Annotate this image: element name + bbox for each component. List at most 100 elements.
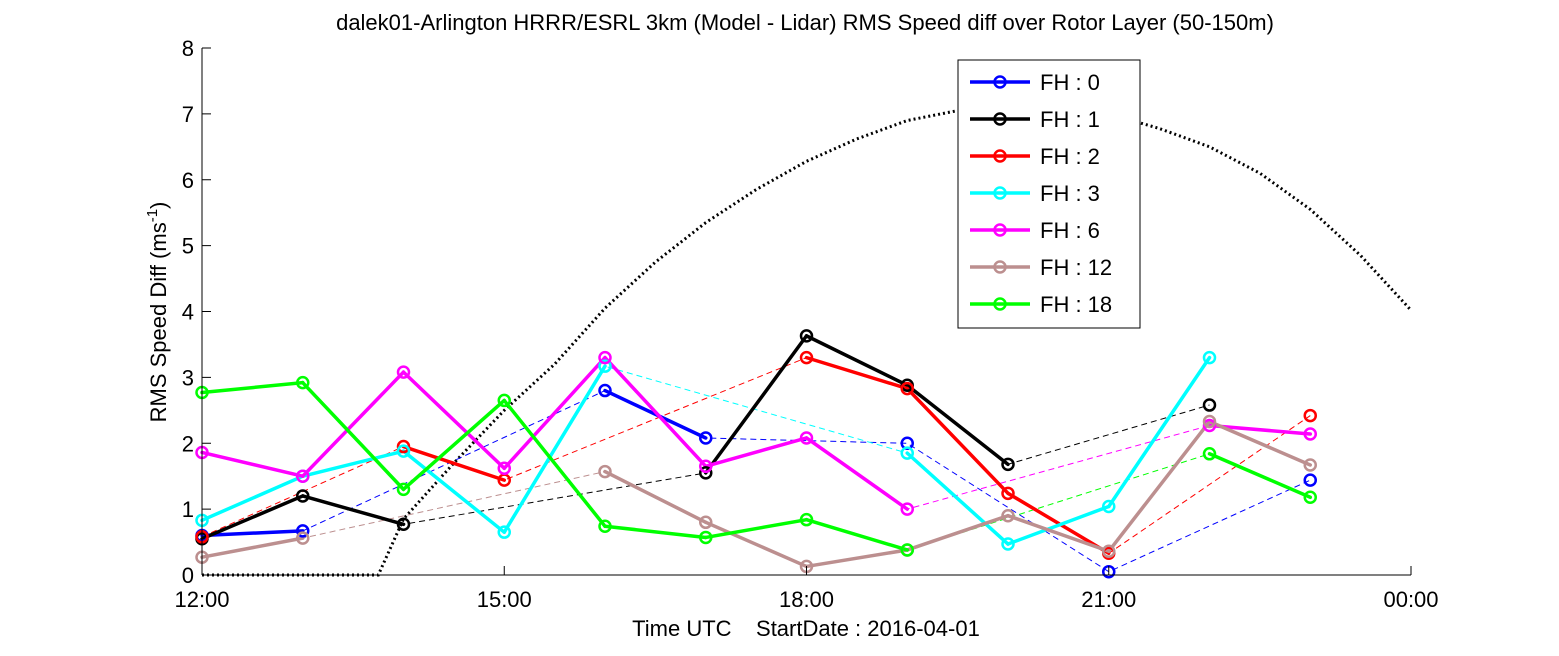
series-fh-6-point [296, 469, 310, 483]
series-fh-6-segment [301, 370, 406, 478]
x-tick-label: 12:00 [174, 587, 229, 612]
x-tick-label: 15:00 [477, 587, 532, 612]
series-fh-0-point [598, 383, 612, 398]
series-fh-2-point [799, 350, 814, 365]
legend-swatch-marker [993, 223, 1007, 237]
legend-entry-label: FH : 1 [1040, 107, 1100, 132]
series-fh-3-point [1102, 499, 1116, 514]
series-fh-6-segment [804, 436, 909, 511]
series-fh-12-point [296, 531, 310, 545]
series-fh-12-point [1001, 508, 1015, 523]
series-fh-18-point [900, 543, 914, 557]
series-fh-18-segment [301, 380, 406, 492]
series-fh-6-point [598, 350, 612, 365]
series-fh-6-point [699, 459, 713, 474]
legend-swatch-marker [993, 75, 1007, 89]
series-fh-0-point [1303, 473, 1317, 487]
series-fh-1-point [799, 329, 814, 343]
series-fh-2-point [1303, 408, 1317, 423]
series-fh-6-point [1303, 427, 1317, 441]
chart-title: dalek01-Arlington HRRR/ESRL 3km (Model -… [336, 10, 1274, 35]
y-tick-labels: 0 1 2 3 4 5 6 7 8 [182, 36, 194, 588]
series-fh-12-point [699, 515, 713, 530]
y-tick-label: 3 [182, 365, 194, 390]
series-fh-18-point [497, 393, 511, 408]
series-fh-3-segment [301, 449, 406, 478]
series-fh-1-segment [301, 494, 406, 527]
series-fh-18-point [799, 512, 814, 527]
series-fh-2-point [900, 381, 914, 396]
series-fh-0-segment [200, 529, 305, 538]
series-fh-18-segment [704, 517, 809, 540]
series-fh-3-point [396, 444, 411, 458]
legend-swatch-marker [993, 297, 1007, 311]
legend-entry-label: FH : 6 [1040, 218, 1100, 243]
x-tick-labels: 12:00 15:00 18:00 21:00 00:00 [174, 587, 1438, 612]
series-fh-6-segment [603, 355, 708, 469]
series-fh-1-point [296, 489, 310, 503]
series-fh-18-point [1303, 490, 1317, 505]
series-fh-2-segment [1006, 491, 1111, 556]
y-tick-label: 1 [182, 497, 194, 522]
legend-entry-label: FH : 12 [1040, 255, 1112, 280]
data-markers [195, 329, 1317, 579]
series-fh-18-point [396, 482, 411, 497]
y-tick-label: 2 [182, 431, 194, 456]
series-fh-0-point [699, 431, 713, 445]
series-fh-1-segment [905, 383, 1010, 467]
series-fh-12-point [1202, 414, 1217, 429]
series-fh-1-point [396, 517, 411, 532]
series-fh-1-segment [804, 334, 909, 388]
series-fh-18-point [296, 375, 310, 390]
series-fh-18-segment [502, 398, 607, 529]
x-tick-label: 18:00 [779, 587, 834, 612]
series-fh-2-point [396, 439, 411, 454]
series-fh-12-segment [704, 520, 809, 569]
series-fh-6-point [497, 461, 511, 476]
series-fh-18-segment [401, 398, 506, 492]
series-fh-6-segment [200, 450, 305, 478]
legend-swatch-marker [993, 260, 1007, 274]
plot-area: 12:00 15:00 18:00 21:00 00:00 0 1 2 3 4 5 6 7 8 [174, 36, 1438, 612]
series-fh-6-point [396, 365, 411, 379]
series-fh-18-point [598, 519, 612, 534]
legend-swatch-marker [993, 149, 1007, 163]
series-fh-3-point [1001, 537, 1015, 551]
series-fh-2-point [1001, 486, 1015, 501]
series-fh-6-point [799, 431, 814, 445]
legend-entry-label: FH : 3 [1040, 181, 1100, 206]
series-fh-12-segment [1006, 513, 1111, 554]
series-fh-2-segment [804, 355, 909, 391]
series-fh-3-point [900, 446, 914, 460]
series-fh-3-point [497, 525, 511, 539]
series-fh-6-segment [704, 436, 809, 469]
axes [201, 47, 1412, 576]
series-fh-18-point [699, 530, 713, 545]
y-tick-label: 4 [182, 300, 194, 325]
series-fh-18-point [1202, 447, 1217, 461]
series-fh-3-segment [502, 364, 607, 534]
dotted-reference-line [202, 105, 1413, 577]
series-fh-3-point [1202, 350, 1217, 365]
series-fh-18-segment [1207, 452, 1312, 500]
legend: FH : 0 FH : 1 FH : 2 FH : 3 FH : 6 FH : 12 FH … [957, 59, 1141, 329]
legend-entry-label: FH : 0 [1040, 70, 1100, 95]
y-axis-label-close: ) [146, 202, 171, 209]
series-fh-6-point [1202, 418, 1217, 433]
plot-background [202, 48, 1411, 575]
series-fh-3-segment [401, 449, 506, 534]
legend-swatch-marker [993, 186, 1007, 200]
legend-entry-label: FH : 18 [1040, 292, 1112, 317]
series-fh-6-segment [401, 370, 506, 471]
series-fh-6-point [900, 502, 914, 516]
series-fh-12-point [1303, 458, 1317, 472]
series-fh-1-point [1001, 457, 1015, 472]
series-fh-3-point [598, 359, 612, 373]
series-fh-0-point [296, 524, 310, 538]
legend-entry-label: FH : 2 [1040, 144, 1100, 169]
x-axis-label: Time UTC StartDate : 2016-04-01 [632, 616, 980, 641]
x-tick-label: 21:00 [1081, 587, 1136, 612]
solid-segments [200, 334, 1312, 569]
series-fh-3-segment [200, 474, 305, 523]
